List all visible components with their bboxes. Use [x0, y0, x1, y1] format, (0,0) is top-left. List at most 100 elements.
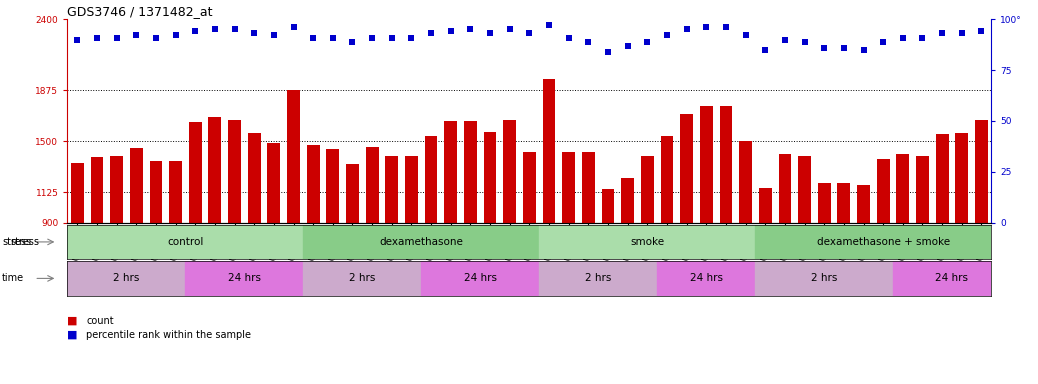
- Bar: [444, 121, 457, 223]
- Point: [659, 32, 676, 38]
- Point: [816, 45, 832, 51]
- Point: [442, 28, 459, 35]
- Point: [305, 35, 322, 41]
- Point: [639, 38, 656, 45]
- Bar: [700, 106, 713, 223]
- Point: [521, 30, 538, 36]
- Point: [462, 26, 479, 33]
- Bar: [346, 164, 359, 223]
- Bar: [838, 184, 850, 223]
- Point: [757, 47, 773, 53]
- Point: [88, 35, 105, 41]
- Text: 24 hrs: 24 hrs: [690, 273, 722, 283]
- Point: [895, 35, 911, 41]
- Point: [246, 30, 263, 36]
- Bar: [857, 185, 870, 223]
- Point: [501, 26, 518, 33]
- Bar: [421, 261, 539, 296]
- Bar: [897, 154, 909, 223]
- Bar: [228, 119, 241, 223]
- Text: stress: stress: [2, 237, 31, 247]
- Text: 24 hrs: 24 hrs: [935, 273, 968, 283]
- Point: [69, 36, 85, 43]
- Text: ■: ■: [67, 330, 78, 340]
- Bar: [563, 152, 575, 223]
- Bar: [582, 152, 595, 223]
- Bar: [657, 261, 756, 296]
- Bar: [719, 106, 733, 223]
- Point: [580, 38, 597, 45]
- Text: dexamethasone + smoke: dexamethasone + smoke: [817, 237, 950, 247]
- Point: [345, 38, 361, 45]
- Bar: [307, 146, 320, 223]
- Point: [207, 26, 223, 33]
- Bar: [303, 261, 421, 296]
- Bar: [149, 161, 162, 223]
- Bar: [917, 156, 929, 223]
- Bar: [71, 163, 84, 223]
- Bar: [67, 225, 303, 259]
- Point: [875, 38, 892, 45]
- Bar: [539, 261, 657, 296]
- Point: [561, 35, 577, 41]
- Point: [717, 24, 734, 30]
- Point: [266, 32, 282, 38]
- Bar: [288, 90, 300, 223]
- Bar: [405, 156, 418, 223]
- Point: [325, 35, 342, 41]
- Bar: [169, 161, 182, 223]
- Bar: [602, 189, 614, 223]
- Bar: [385, 156, 399, 223]
- Text: count: count: [86, 316, 114, 326]
- Bar: [975, 119, 988, 223]
- Bar: [893, 261, 1011, 296]
- Bar: [425, 136, 437, 223]
- Point: [934, 30, 951, 36]
- Point: [482, 30, 498, 36]
- Point: [541, 22, 557, 28]
- Bar: [303, 225, 539, 259]
- Bar: [189, 122, 201, 223]
- Text: percentile rank within the sample: percentile rank within the sample: [86, 330, 251, 340]
- Point: [776, 36, 793, 43]
- Text: time: time: [2, 273, 24, 283]
- Point: [914, 35, 931, 41]
- Point: [226, 26, 243, 33]
- Bar: [365, 147, 379, 223]
- Bar: [523, 152, 536, 223]
- Text: smoke: smoke: [630, 237, 664, 247]
- Bar: [640, 156, 654, 223]
- Bar: [130, 148, 142, 223]
- Bar: [739, 141, 752, 223]
- Point: [678, 26, 694, 33]
- Bar: [248, 133, 261, 223]
- Bar: [90, 157, 104, 223]
- Bar: [778, 154, 791, 223]
- Bar: [818, 184, 830, 223]
- Point: [167, 32, 184, 38]
- Bar: [268, 143, 280, 223]
- Bar: [503, 119, 516, 223]
- Text: stress: stress: [10, 237, 39, 247]
- Bar: [955, 133, 968, 223]
- Point: [737, 32, 754, 38]
- Bar: [539, 225, 756, 259]
- Bar: [680, 114, 693, 223]
- Text: 2 hrs: 2 hrs: [113, 273, 140, 283]
- Point: [974, 28, 990, 35]
- Point: [698, 24, 714, 30]
- Bar: [110, 156, 122, 223]
- Bar: [484, 132, 496, 223]
- Text: 2 hrs: 2 hrs: [349, 273, 376, 283]
- Text: dexamethasone: dexamethasone: [379, 237, 463, 247]
- Text: control: control: [167, 237, 203, 247]
- Point: [187, 28, 203, 35]
- Bar: [186, 261, 303, 296]
- Point: [620, 43, 636, 49]
- Point: [954, 30, 971, 36]
- Point: [364, 35, 381, 41]
- Bar: [67, 261, 186, 296]
- Point: [147, 35, 164, 41]
- Text: 2 hrs: 2 hrs: [811, 273, 838, 283]
- Bar: [756, 261, 893, 296]
